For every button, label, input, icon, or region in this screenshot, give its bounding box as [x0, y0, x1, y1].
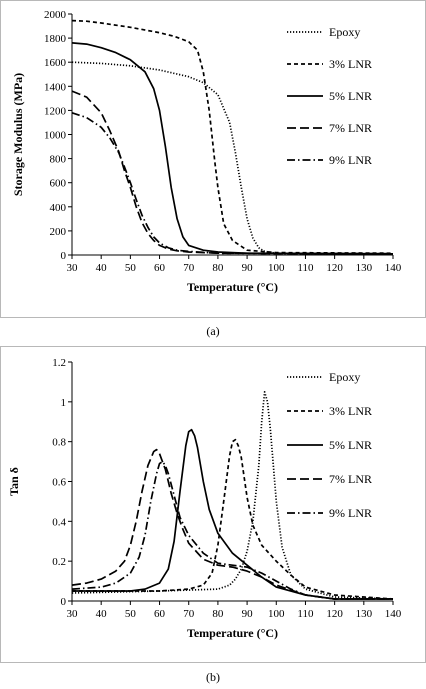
x-tick-label: 100	[268, 262, 285, 274]
x-tick-label: 120	[326, 262, 343, 274]
y-tick-label: 1.2	[52, 357, 66, 369]
x-tick-label: 40	[96, 262, 108, 274]
x-tick-label: 30	[67, 608, 79, 620]
legend-label: 3% LNR	[329, 404, 372, 418]
chart-panel-b: 30 40 50 60 70 80 90 100 110 120 130 140 0 0.2 0.4 0.6 0…	[0, 346, 426, 689]
x-tick-label: 80	[212, 608, 224, 620]
x-tick-label: 60	[154, 608, 166, 620]
legend-label: 7% LNR	[329, 121, 372, 135]
x-tick-label: 140	[385, 608, 402, 620]
x-tick-label: 130	[356, 608, 373, 620]
x-tick-label: 140	[385, 262, 402, 274]
x-axis-label: Temperature (°C)	[187, 626, 278, 640]
series-line-1	[71, 19, 394, 255]
y-tick-label: 0	[61, 250, 67, 262]
x-tick-label: 50	[125, 608, 137, 620]
x-tick-label: 30	[67, 262, 79, 274]
panel-caption: (b)	[206, 670, 220, 684]
legend-label: 5% LNR	[329, 89, 372, 103]
y-tick-label: 800	[50, 154, 67, 166]
y-tick-label: 0.4	[52, 516, 66, 528]
y-tick-label: 600	[50, 178, 67, 190]
tan-delta-chart: 30 40 50 60 70 80 90 100 110 120 130 140 0 0.2 0.4 0.6 0…	[7, 357, 402, 640]
y-axis-label: Tan δ	[7, 467, 21, 496]
series-line-4	[71, 460, 393, 600]
legend-label: 7% LNR	[329, 472, 372, 486]
x-tick-label: 100	[268, 608, 285, 620]
x-tick-label: 120	[326, 608, 343, 620]
x-tick-label: 90	[242, 608, 254, 620]
panel-caption: (a)	[206, 324, 220, 338]
legend-label: 9% LNR	[329, 153, 372, 167]
x-tick-label: 50	[125, 262, 137, 274]
y-tick-label: 0.2	[52, 556, 66, 568]
series-line-2	[72, 428, 393, 600]
x-axis-label: Temperature (°C)	[187, 280, 278, 294]
y-tick-label: 1200	[44, 105, 67, 117]
legend-label: Epoxy	[329, 370, 360, 384]
legend-label: 9% LNR	[329, 506, 372, 520]
series-line-0	[71, 61, 393, 255]
x-tick-label: 70	[183, 262, 195, 274]
y-tick-label: 2000	[44, 9, 67, 21]
y-axis-label: Storage Modulus (MPa)	[11, 73, 25, 196]
y-tick-label: 1800	[44, 33, 67, 45]
series-line-2	[71, 42, 394, 255]
y-tick-label: 1	[61, 397, 67, 409]
chart-panel-a: 30 40 50 60 70 80 90 100 110 120 130 140 0 200 400 600 8…	[0, 0, 426, 338]
legend-label: Epoxy	[329, 25, 360, 39]
x-tick-label: 130	[356, 262, 373, 274]
y-tick-label: 1400	[44, 81, 67, 93]
series-line-3	[71, 90, 394, 255]
x-tick-label: 110	[297, 262, 314, 274]
x-tick-label: 40	[96, 608, 108, 620]
x-tick-label: 80	[212, 262, 224, 274]
series-line-1	[72, 438, 394, 600]
y-tick-label: 400	[50, 202, 67, 214]
legend-label: 3% LNR	[329, 57, 372, 71]
x-tick-label: 60	[154, 262, 166, 274]
y-tick-label: 200	[50, 226, 67, 238]
x-tick-label: 90	[242, 262, 254, 274]
y-tick-label: 0.6	[52, 477, 66, 489]
y-tick-label: 1600	[44, 57, 67, 69]
y-tick-label: 0.8	[52, 437, 66, 449]
storage-modulus-chart: 30 40 50 60 70 80 90 100 110 120 130 14002004006008…	[11, 9, 402, 294]
series-line-4	[71, 111, 394, 255]
x-tick-label: 70	[183, 608, 195, 620]
y-tick-label: 1000	[44, 130, 67, 142]
y-tick-label: 0	[61, 596, 67, 608]
x-tick-label: 110	[297, 608, 314, 620]
legend-label: 5% LNR	[329, 438, 372, 452]
series-line-3	[71, 448, 393, 600]
